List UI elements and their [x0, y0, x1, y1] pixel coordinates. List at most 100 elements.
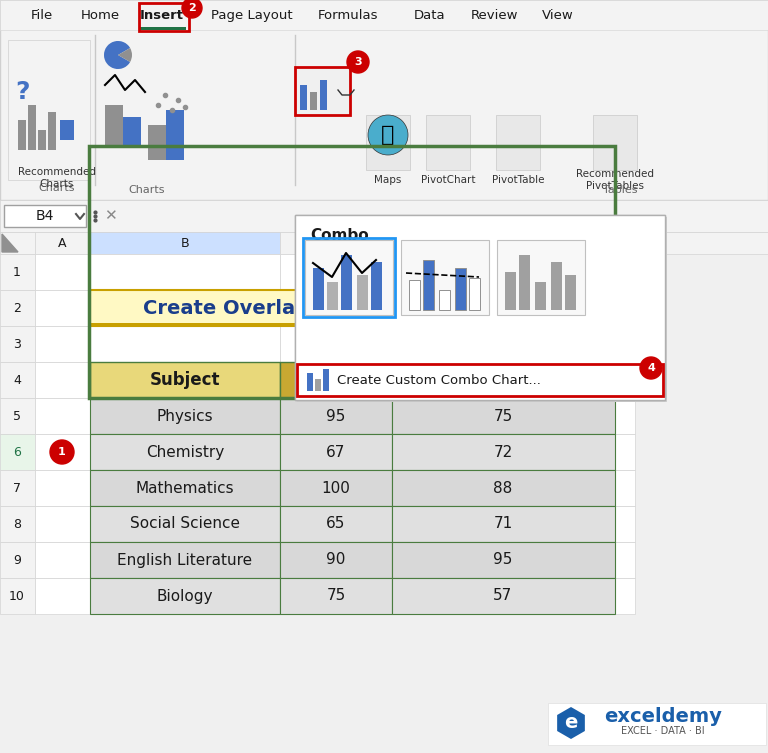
Bar: [90, 506, 280, 542]
Text: 6: 6: [13, 446, 21, 459]
Text: Maps: Maps: [374, 175, 402, 185]
Bar: [38, 130, 46, 150]
Bar: [357, 275, 368, 310]
Bar: [105, 105, 123, 145]
Bar: [323, 369, 329, 391]
Bar: [305, 240, 393, 315]
Text: Home: Home: [81, 8, 120, 22]
Text: 72: 72: [493, 444, 512, 459]
Text: 🌐: 🌐: [382, 125, 395, 145]
Text: Physics: Physics: [157, 408, 214, 423]
Bar: [297, 217, 667, 402]
Text: English Literature: English Literature: [118, 553, 253, 568]
Bar: [280, 326, 475, 362]
Bar: [89, 146, 615, 398]
Bar: [392, 578, 615, 614]
Bar: [280, 398, 475, 434]
Text: File: File: [31, 8, 53, 22]
Bar: [90, 542, 280, 578]
Bar: [90, 578, 280, 614]
Text: 10: 10: [9, 590, 25, 602]
Bar: [90, 398, 280, 434]
Text: 9: 9: [13, 553, 21, 566]
Bar: [392, 542, 615, 578]
Bar: [475, 362, 635, 398]
Text: View: View: [542, 8, 574, 22]
Text: Page Layout: Page Layout: [211, 8, 293, 22]
Bar: [280, 434, 475, 470]
Bar: [35, 434, 90, 470]
Circle shape: [640, 357, 662, 379]
Bar: [35, 290, 90, 326]
Circle shape: [347, 51, 369, 73]
Bar: [551, 262, 562, 310]
Bar: [303, 238, 395, 317]
Text: 65: 65: [326, 517, 346, 532]
Bar: [519, 255, 530, 310]
Text: Subject: Subject: [150, 371, 220, 389]
Bar: [35, 398, 90, 434]
Bar: [565, 275, 576, 310]
Bar: [90, 326, 280, 362]
Bar: [90, 362, 280, 398]
Bar: [475, 290, 635, 326]
Bar: [0, 578, 35, 614]
Bar: [90, 434, 280, 470]
Bar: [18, 120, 26, 150]
Polygon shape: [557, 707, 585, 739]
Bar: [280, 506, 392, 542]
Text: Charts: Charts: [129, 185, 165, 195]
Bar: [280, 254, 475, 290]
Wedge shape: [104, 41, 130, 69]
Text: Recommended
Charts: Recommended Charts: [18, 167, 96, 189]
Text: Mathematics: Mathematics: [136, 480, 234, 495]
Text: Social Science: Social Science: [130, 517, 240, 532]
Bar: [35, 326, 90, 362]
Bar: [90, 470, 280, 506]
Text: 1: 1: [13, 266, 21, 279]
Polygon shape: [2, 234, 18, 252]
Bar: [280, 232, 475, 254]
Bar: [392, 362, 615, 398]
Text: e: e: [564, 714, 578, 733]
Bar: [90, 290, 280, 326]
Bar: [90, 290, 615, 326]
Bar: [295, 67, 350, 115]
Text: 95: 95: [493, 553, 513, 568]
Circle shape: [50, 440, 74, 464]
Bar: [469, 278, 480, 310]
Bar: [123, 117, 141, 145]
Bar: [48, 112, 56, 150]
Bar: [35, 578, 90, 614]
Bar: [90, 506, 280, 542]
Text: 2: 2: [188, 3, 196, 13]
Bar: [280, 506, 475, 542]
Bar: [392, 434, 615, 470]
Bar: [392, 470, 615, 506]
Text: 95: 95: [326, 408, 346, 423]
Bar: [496, 115, 540, 170]
Bar: [341, 255, 352, 310]
Bar: [327, 282, 338, 310]
Bar: [35, 506, 90, 542]
Text: Charts: Charts: [38, 183, 75, 193]
Bar: [0, 470, 35, 506]
Bar: [320, 80, 327, 110]
Bar: [280, 290, 475, 326]
Bar: [313, 268, 324, 310]
Bar: [0, 362, 35, 398]
Bar: [366, 115, 410, 170]
Text: 57: 57: [493, 589, 512, 603]
Bar: [90, 398, 280, 434]
Text: 100: 100: [322, 480, 350, 495]
Bar: [280, 434, 392, 470]
Bar: [90, 434, 280, 470]
Bar: [0, 0, 768, 30]
Bar: [475, 398, 635, 434]
Text: Create Custom Combo Chart...: Create Custom Combo Chart...: [337, 373, 541, 386]
Text: 90: 90: [326, 553, 346, 568]
Text: Chemistry: Chemistry: [146, 444, 224, 459]
Bar: [475, 578, 635, 614]
Bar: [475, 470, 635, 506]
Bar: [8, 40, 90, 180]
